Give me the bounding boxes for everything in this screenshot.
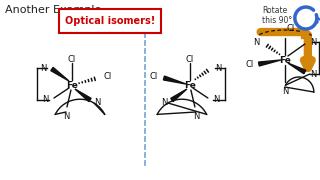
Text: N: N <box>213 96 219 105</box>
Text: N: N <box>94 98 100 107</box>
Polygon shape <box>51 67 69 81</box>
Text: Fe: Fe <box>184 80 196 89</box>
Text: N: N <box>253 37 260 46</box>
Text: Cl: Cl <box>150 71 158 80</box>
Polygon shape <box>171 89 187 102</box>
Text: Rotate
this 90°: Rotate this 90° <box>262 6 292 25</box>
Bar <box>301 31 308 38</box>
Polygon shape <box>288 63 306 74</box>
Text: N: N <box>310 69 316 78</box>
Polygon shape <box>164 76 186 84</box>
Text: N: N <box>63 112 69 121</box>
Text: Cl: Cl <box>104 71 112 80</box>
Text: N: N <box>310 37 316 46</box>
Polygon shape <box>259 60 281 66</box>
Polygon shape <box>75 89 91 102</box>
Text: N: N <box>41 64 47 73</box>
Text: Cl: Cl <box>287 24 295 33</box>
Text: N: N <box>215 64 221 73</box>
Text: Fe: Fe <box>66 80 78 89</box>
Text: Fe: Fe <box>279 55 291 64</box>
Text: Optical isomers!: Optical isomers! <box>65 16 155 26</box>
Text: N: N <box>162 98 168 107</box>
Text: N: N <box>193 112 199 121</box>
Text: Cl: Cl <box>246 60 254 69</box>
Text: Cl: Cl <box>186 55 194 64</box>
Text: Another Example:: Another Example: <box>5 5 105 15</box>
Text: Cl: Cl <box>68 55 76 64</box>
FancyBboxPatch shape <box>59 9 161 33</box>
Text: N: N <box>43 96 49 105</box>
Text: N: N <box>282 87 288 96</box>
